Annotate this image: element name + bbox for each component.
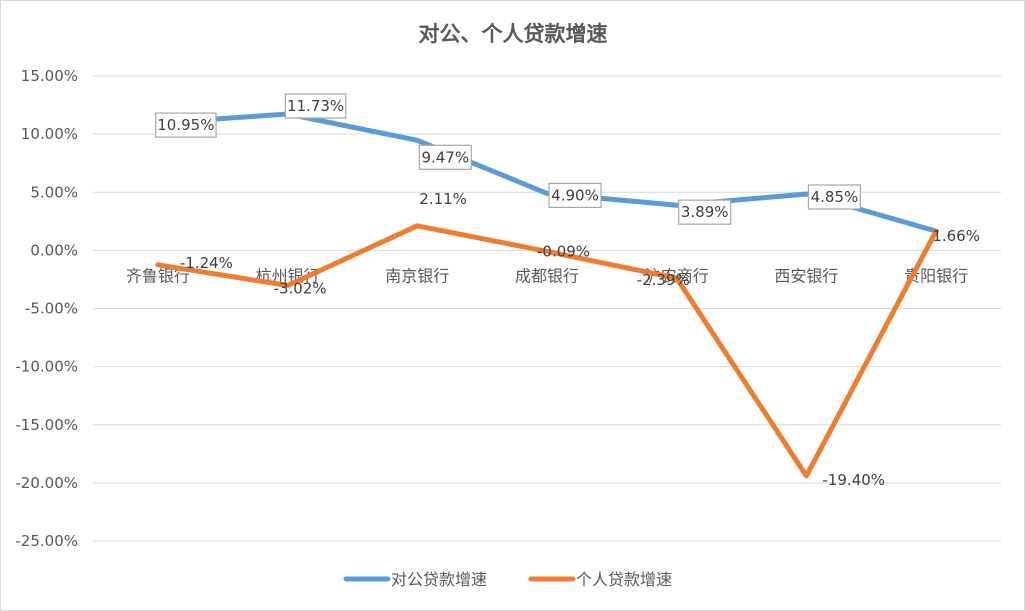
data-label-box	[678, 199, 732, 225]
data-label-series-2: -0.09%	[537, 242, 590, 260]
y-tick-label: 10.00%	[21, 125, 78, 143]
y-tick-label: 0.00%	[30, 241, 78, 259]
y-tick-label: -20.00%	[15, 474, 78, 492]
y-tick-label: -5.00%	[25, 300, 78, 318]
legend-label-2: 个人贷款增速	[576, 570, 672, 589]
data-label-box	[155, 112, 217, 138]
x-axis-categories: 齐鲁银行 杭州银行 南京银行 成都银行 沪农商行 西安银行 贵阳银行	[126, 266, 968, 285]
data-label-series-1: 4.85%	[811, 188, 859, 206]
y-axis-ticks: 15.00% 10.00% 5.00% 0.00% -5.00% -10.00% -15.0…	[15, 67, 78, 550]
y-tick-label: 5.00%	[30, 183, 78, 201]
x-category-label: 南京银行	[385, 266, 449, 285]
data-label-series-1: 1.66%	[932, 227, 980, 245]
data-label-series-1: 3.89%	[681, 203, 729, 221]
y-tick-label: 15.00%	[21, 67, 78, 85]
x-category-label: 成都银行	[515, 266, 579, 285]
gridlines	[93, 75, 1001, 542]
x-category-label: 贵阳银行	[904, 266, 968, 285]
data-label-box	[418, 144, 472, 170]
data-label-box	[807, 184, 862, 210]
data-label-series-2: -19.40%	[822, 471, 885, 489]
data-label-series-2: -3.02%	[274, 279, 327, 297]
series-line-2	[155, 223, 939, 479]
data-label-series-1: 10.95%	[157, 116, 214, 134]
legend: 对公贷款增速 个人贷款增速	[343, 570, 672, 589]
data-label-box	[548, 182, 602, 209]
y-tick-label: -10.00%	[15, 358, 78, 376]
y-tick-label: -25.00%	[15, 532, 78, 550]
y-tick-label: -15.00%	[15, 416, 78, 434]
data-label-box	[284, 93, 347, 119]
series-line-1	[155, 111, 939, 234]
chart-title: 对公、个人贷款增速	[419, 22, 608, 46]
data-label-series-1: 11.73%	[287, 97, 344, 115]
data-labels: 10.95% 11.73% 9.47% 4.90% 3.89% 4.85% 1.66% -1.…	[155, 93, 980, 489]
data-label-series-1: 4.90%	[551, 186, 599, 204]
data-label-series-2: -2.39%	[637, 271, 690, 289]
data-label-series-2: 2.11%	[419, 190, 467, 208]
x-category-label: 西安银行	[774, 266, 838, 285]
legend-label-1: 对公贷款增速	[391, 570, 487, 589]
data-label-series-2: -1.24%	[180, 254, 233, 272]
data-label-series-1: 9.47%	[421, 148, 469, 166]
x-category-label: 齐鲁银行	[126, 266, 190, 285]
